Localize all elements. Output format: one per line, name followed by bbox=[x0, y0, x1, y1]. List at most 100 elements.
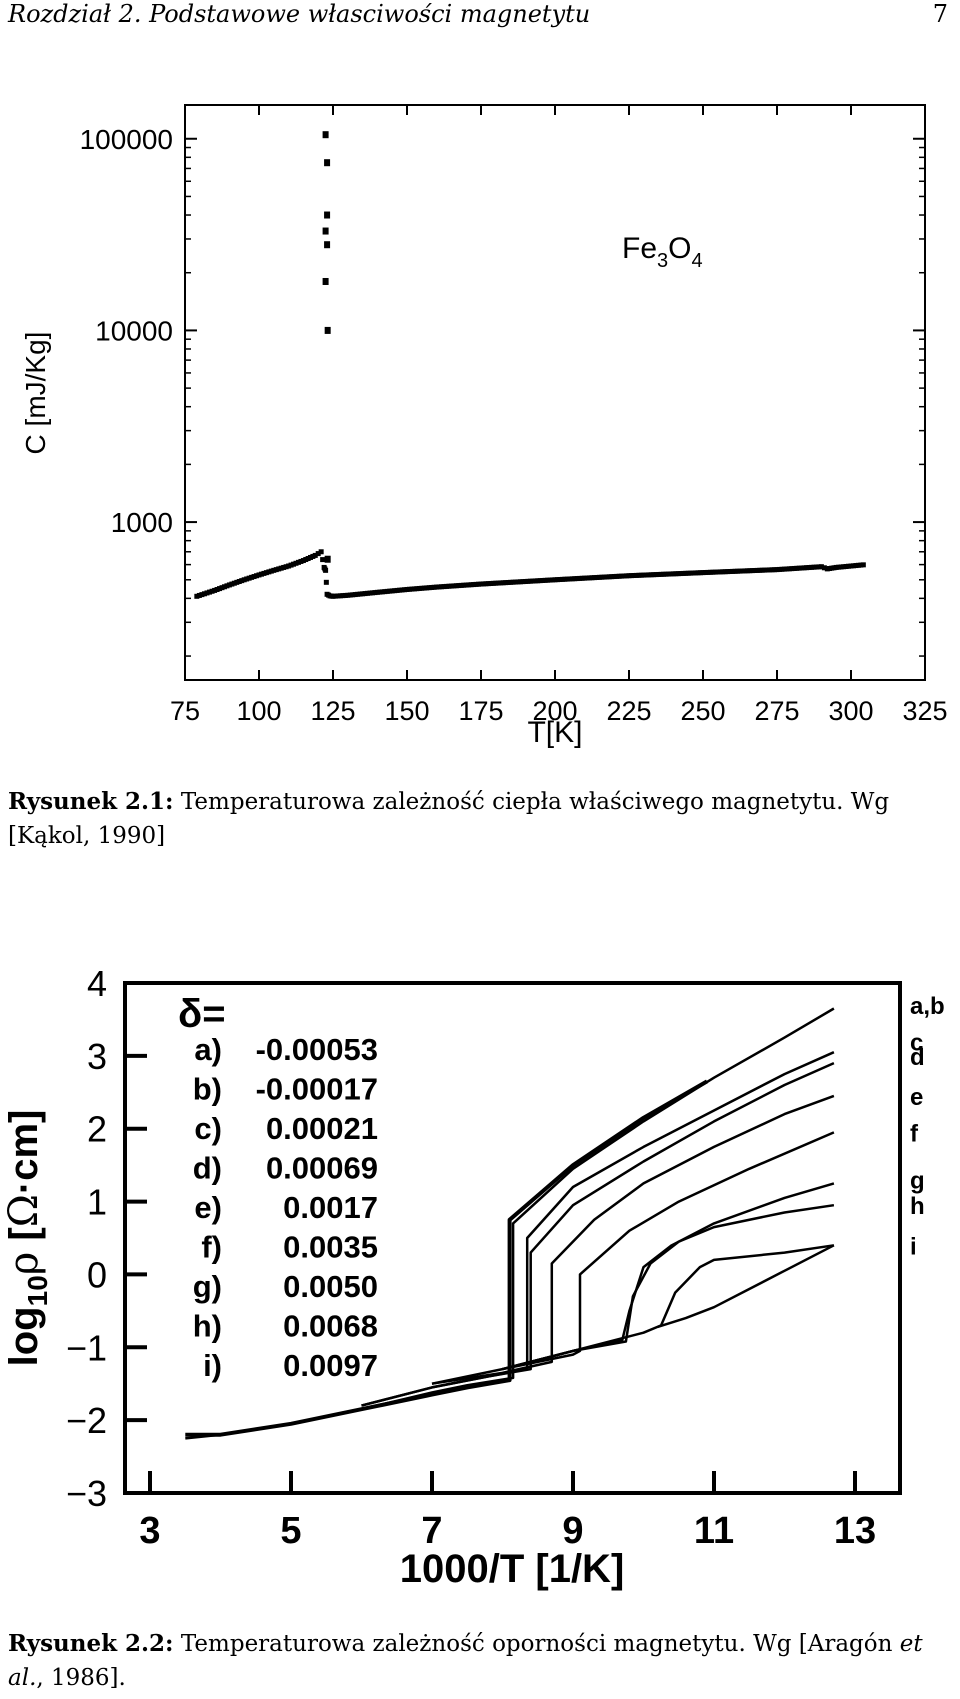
compound-label-o: O bbox=[668, 232, 691, 265]
curve-d bbox=[361, 1061, 835, 1407]
y-tick-label: 3 bbox=[87, 1036, 107, 1077]
legend-key: d) bbox=[193, 1151, 222, 1186]
peak-point bbox=[324, 555, 331, 563]
peak-point bbox=[324, 326, 331, 334]
y-label-unit-close: ·cm] bbox=[2, 1110, 46, 1194]
running-head: Rozdział 2. Podstawowe własciwości magne… bbox=[8, 0, 948, 28]
y-label-omega: Ω bbox=[1, 1194, 47, 1227]
legend-key: c) bbox=[194, 1111, 222, 1146]
curve-b bbox=[185, 1007, 835, 1440]
x-tick-label: 175 bbox=[458, 696, 503, 726]
data-point bbox=[196, 592, 202, 598]
data-point bbox=[821, 565, 827, 571]
curve-label: d bbox=[910, 1044, 925, 1071]
figure-1-caption-label: Rysunek 2.1: bbox=[8, 788, 174, 815]
legend-key: g) bbox=[193, 1269, 222, 1304]
running-title: Rozdział 2. Podstawowe własciwości magne… bbox=[8, 0, 591, 28]
legend-value: 0.0068 bbox=[283, 1309, 378, 1344]
y-label-sub10: 10 bbox=[22, 1275, 53, 1306]
x-tick-label: 300 bbox=[828, 696, 873, 726]
legend-value: 0.0097 bbox=[283, 1348, 378, 1383]
curve-f bbox=[431, 1131, 835, 1385]
y-tick-label: 2 bbox=[87, 1109, 107, 1150]
x-axis-ticks: 75 100 125 150 175 200 225 250 275 300 325 bbox=[170, 105, 948, 726]
curve-label: h bbox=[910, 1193, 925, 1220]
figure-2-caption-label: Rysunek 2.2: bbox=[8, 1630, 174, 1657]
y-tick-label: −3 bbox=[66, 1473, 107, 1514]
compound-label-sub3: 3 bbox=[657, 250, 668, 272]
y-axis-ticks: 4 3 2 1 0 −1 −2 −3 bbox=[66, 963, 147, 1514]
figure-2-caption-italic: et al. bbox=[8, 1631, 923, 1691]
x-tick-label: 275 bbox=[754, 696, 799, 726]
y-label-rho: ρ bbox=[1, 1252, 47, 1276]
y-tick-label: 1000 bbox=[111, 507, 173, 538]
legend-value: 0.0017 bbox=[283, 1190, 378, 1225]
curve-label: f bbox=[910, 1120, 919, 1147]
x-axis-ticks: 3 5 7 9 11 13 bbox=[139, 1471, 876, 1552]
x-tick-label: 200 bbox=[532, 696, 577, 726]
curve-label: i bbox=[910, 1233, 917, 1260]
x-tick-label: 225 bbox=[606, 696, 651, 726]
y-tick-label: −1 bbox=[66, 1327, 107, 1368]
data-point bbox=[194, 593, 200, 599]
page-number: 7 bbox=[932, 0, 948, 28]
data-point bbox=[318, 549, 324, 555]
data-point bbox=[199, 592, 205, 598]
figure-1-caption: Rysunek 2.1: Temperaturowa zależność cie… bbox=[8, 785, 953, 853]
x-tick-label: 125 bbox=[310, 696, 355, 726]
peak-point bbox=[322, 131, 329, 139]
legend-header: δ= bbox=[178, 992, 226, 1036]
x-tick-label: 150 bbox=[384, 696, 429, 726]
y-tick-label: 1 bbox=[87, 1182, 107, 1223]
legend-value: 0.00021 bbox=[266, 1111, 378, 1146]
legend-key: a) bbox=[194, 1032, 222, 1067]
figure-2-caption-text-end: , 1986]. bbox=[36, 1665, 126, 1691]
compound-label-sub4: 4 bbox=[691, 250, 702, 272]
legend-value: 0.00069 bbox=[266, 1151, 378, 1186]
y-label-unit-open: [ bbox=[2, 1227, 46, 1251]
legend-value: 0.0050 bbox=[283, 1269, 378, 1304]
legend-key: b) bbox=[193, 1072, 222, 1107]
figure-1-specific-heat-chart: 1000 10000 100000 75 100 125 150 175 200 225 250 2… bbox=[20, 104, 948, 749]
x-tick-label: 250 bbox=[680, 696, 725, 726]
y-tick-label: 0 bbox=[87, 1254, 107, 1295]
data-point bbox=[209, 588, 215, 594]
curve-label: g bbox=[910, 1168, 925, 1195]
curve-label: e bbox=[910, 1084, 923, 1111]
compound-label: Fe3O4 bbox=[622, 232, 703, 272]
data-point bbox=[323, 579, 329, 585]
peak-point bbox=[324, 241, 331, 249]
data-point bbox=[323, 567, 329, 573]
x-tick-label: 75 bbox=[170, 696, 200, 726]
x-tick-label: 9 bbox=[562, 1510, 583, 1552]
figure-2-caption-text: Temperaturowa zależność oporności magnet… bbox=[180, 1631, 900, 1657]
x-tick-label: 325 bbox=[902, 696, 947, 726]
legend-value: 0.0035 bbox=[283, 1230, 378, 1265]
plot-frame bbox=[123, 981, 902, 1495]
peak-point bbox=[322, 227, 329, 235]
x-axis-label: 1000/T [1/K] bbox=[400, 1547, 625, 1591]
legend-key: e) bbox=[194, 1190, 222, 1225]
peak-point bbox=[322, 277, 329, 285]
x-tick-label: 13 bbox=[834, 1510, 876, 1552]
plot-frame bbox=[184, 104, 926, 681]
figure-2-caption: Rysunek 2.2: Temperaturowa zależność opo… bbox=[8, 1627, 953, 1695]
x-tick-label: 100 bbox=[236, 696, 281, 726]
data-point bbox=[315, 551, 321, 557]
data-point bbox=[312, 552, 318, 558]
y-label-log: log bbox=[2, 1306, 46, 1366]
peak-point bbox=[324, 159, 331, 167]
x-tick-label: 11 bbox=[694, 1510, 734, 1552]
y-tick-label: −2 bbox=[66, 1400, 107, 1441]
resistivity-curves bbox=[185, 1007, 835, 1440]
y-tick-label: 4 bbox=[87, 963, 107, 1004]
curve-c bbox=[361, 1051, 835, 1407]
curve-label: c bbox=[910, 1029, 923, 1056]
data-point bbox=[818, 564, 824, 570]
legend-key: i) bbox=[203, 1348, 222, 1383]
legend-value: -0.00053 bbox=[256, 1032, 378, 1067]
legend: δ=a) -0.00053 b) -0.00017 c) 0.00021 d) 0.00069… bbox=[178, 992, 378, 1383]
x-tick-label: 7 bbox=[421, 1510, 442, 1552]
y-tick-label: 10000 bbox=[95, 315, 173, 346]
